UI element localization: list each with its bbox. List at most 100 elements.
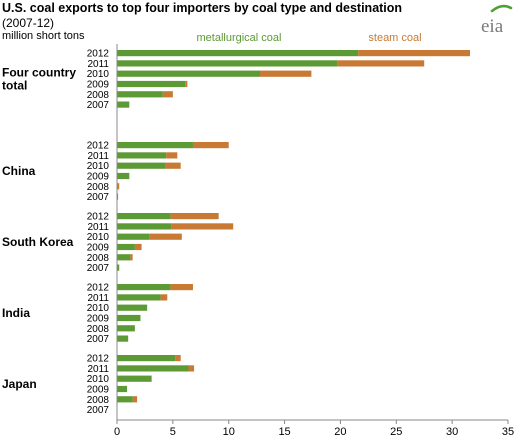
bar-steam (185, 80, 188, 88)
bar-metallurgical (117, 142, 193, 149)
year-label: 2011 (87, 364, 109, 375)
year-label: 2007 (87, 334, 110, 345)
x-tick-label: 35 (502, 426, 514, 437)
year-label: 2012 (87, 283, 110, 294)
bar-metallurgical (117, 152, 167, 159)
x-tick-label: 15 (278, 426, 290, 437)
bar-metallurgical (117, 243, 135, 251)
year-label: 2012 (87, 49, 110, 60)
bar-steam (130, 254, 133, 261)
year-label: 2009 (87, 243, 110, 254)
year-label: 2010 (87, 303, 110, 314)
x-tick-label: 0 (114, 426, 120, 437)
bar-metallurgical (117, 91, 163, 98)
x-tick-label: 10 (223, 426, 235, 437)
bar-steam (149, 233, 182, 240)
group-label: Japan (2, 377, 37, 391)
bar-steam (166, 152, 178, 159)
year-label: 2011 (87, 222, 109, 233)
year-label: 2007 (87, 263, 110, 274)
x-tick-label: 5 (170, 426, 176, 437)
units-label: million short tons (2, 30, 85, 42)
year-label: 2008 (87, 90, 110, 101)
group-label: China (2, 164, 36, 178)
bar-steam (162, 91, 173, 98)
x-axis: 0 5 10 15 20 25 30 35 (114, 44, 514, 437)
bar-metallurgical (117, 254, 131, 261)
bar-steam (132, 396, 138, 403)
year-label: 2008 (87, 324, 110, 335)
x-tick-label: 30 (446, 426, 458, 437)
bar-steam (170, 284, 193, 291)
bar-metallurgical (117, 50, 359, 57)
year-label: 2012 (87, 212, 110, 223)
year-label: 2007 (87, 100, 110, 111)
year-label: 2009 (87, 172, 110, 183)
group-label: India (2, 306, 30, 320)
legend-item-steam: steam coal (368, 32, 421, 44)
bar-steam (358, 50, 471, 57)
bar-metallurgical (117, 101, 130, 108)
year-label: 2009 (87, 385, 110, 396)
chart-title: U.S. coal exports to top four importers … (2, 1, 403, 15)
year-label: 2010 (87, 69, 110, 80)
bar-metallurgical (117, 325, 135, 332)
group-label: total (2, 78, 27, 92)
eia-logo: eia (481, 4, 513, 36)
bar-metallurgical (117, 304, 148, 311)
bar-metallurgical (117, 365, 189, 372)
bar-metallurgical (117, 284, 171, 291)
bar-metallurgical (117, 335, 129, 342)
bar-metallurgical (117, 233, 150, 240)
x-tick-label: 20 (334, 426, 346, 437)
bar-steam (117, 193, 119, 200)
bar-steam (160, 294, 168, 301)
bar-steam (175, 355, 181, 362)
eia-logo-arc (490, 4, 513, 13)
bar-steam (192, 142, 229, 149)
bar-metallurgical (117, 355, 176, 362)
year-label: 2012 (87, 141, 110, 152)
year-label: 2011 (87, 151, 109, 162)
year-label: 2008 (87, 253, 110, 264)
year-label: 2008 (87, 182, 110, 193)
legend: metallurgical coal steam coal (197, 32, 422, 44)
bar-steam (165, 162, 181, 169)
bar-metallurgical (117, 294, 161, 301)
bar-metallurgical (117, 264, 120, 271)
bar-steam (188, 365, 195, 372)
bar-metallurgical (117, 385, 128, 393)
bar-steam (170, 213, 219, 220)
eia-logo-text: eia (481, 16, 504, 36)
chart-subtitle: (2007-12) (2, 16, 55, 30)
bar-metallurgical (117, 396, 133, 403)
group-label: South Korea (2, 235, 74, 249)
bar-metallurgical (117, 213, 171, 220)
bar-steam (337, 60, 425, 67)
bar-metallurgical (117, 314, 141, 322)
group-label: Four country (2, 65, 76, 79)
legend-item-metallurgical: metallurgical coal (197, 32, 282, 44)
bar-metallurgical (117, 172, 130, 180)
bar-steam (117, 183, 120, 190)
x-tick-label: 25 (390, 426, 402, 437)
year-label: 2009 (87, 80, 110, 91)
year-label: 2008 (87, 395, 110, 406)
bar-metallurgical (117, 80, 186, 88)
bar-metallurgical (117, 70, 260, 77)
year-label: 2007 (87, 192, 110, 203)
year-label: 2010 (87, 161, 110, 172)
year-label: 2012 (87, 354, 110, 365)
year-label: 2007 (87, 405, 110, 416)
year-label: 2011 (87, 59, 109, 70)
year-label: 2011 (87, 293, 109, 304)
bar-steam (259, 70, 312, 77)
year-label: 2010 (87, 232, 110, 243)
bars (117, 50, 471, 403)
bar-metallurgical (117, 375, 152, 382)
year-label: 2009 (87, 314, 110, 325)
bar-metallurgical (117, 60, 338, 67)
bar-steam (134, 243, 142, 251)
